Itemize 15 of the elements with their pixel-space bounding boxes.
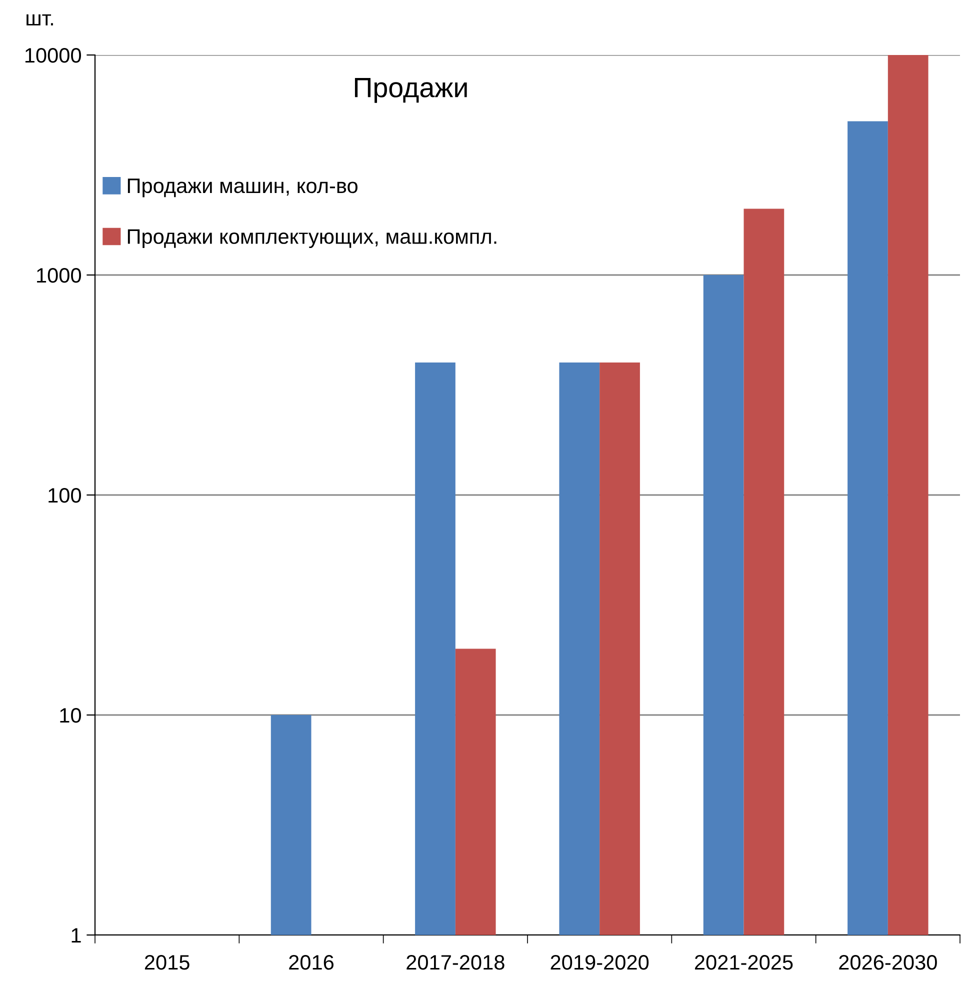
y-axis-title: шт. — [26, 14, 53, 26]
legend-label: Продажи машин, кол-во — [128, 178, 358, 198]
x-tick-label: 2019-2020 — [550, 954, 649, 970]
legend-label: Продажи комплектующих, маш.компл. — [128, 229, 496, 248]
y-tick-label: 10000 — [25, 48, 81, 63]
x-tick-label: 2026-2030 — [839, 954, 937, 970]
x-tick-label: 2016 — [289, 954, 334, 970]
y-tick-label: 10 — [60, 708, 81, 723]
y-tick-label: 1 — [72, 928, 81, 943]
text: Продажи — [354, 78, 467, 103]
x-tick-label: 2017-2018 — [406, 954, 504, 970]
y-tick-label: 1000 — [37, 268, 81, 283]
y-tick-label: 100 — [48, 488, 81, 503]
x-tick-label: 2015 — [144, 954, 190, 970]
x-tick-label: 2021-2025 — [694, 954, 793, 970]
